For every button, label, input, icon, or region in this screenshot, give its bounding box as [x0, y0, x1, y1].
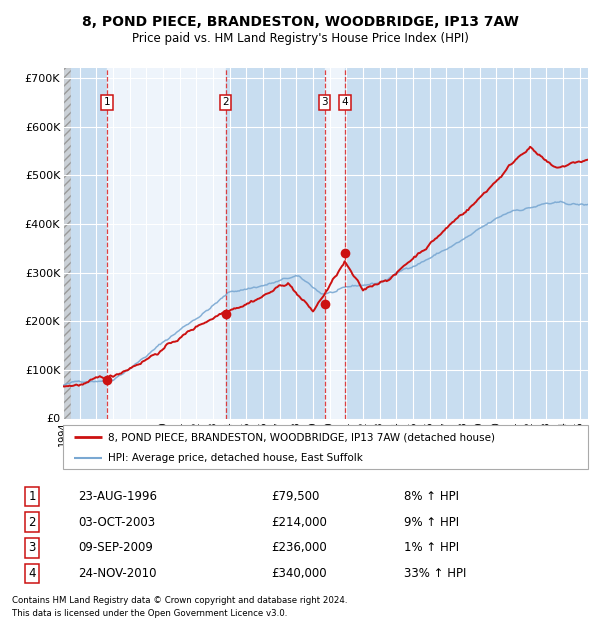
Text: 9% ↑ HPI: 9% ↑ HPI: [404, 516, 459, 529]
Bar: [63, 68, 71, 418]
Bar: [63, 68, 71, 418]
Text: Price paid vs. HM Land Registry's House Price Index (HPI): Price paid vs. HM Land Registry's House …: [131, 32, 469, 45]
FancyBboxPatch shape: [63, 425, 588, 469]
Text: 8% ↑ HPI: 8% ↑ HPI: [404, 490, 458, 503]
Bar: [226, 68, 325, 418]
Text: 33% ↑ HPI: 33% ↑ HPI: [404, 567, 466, 580]
Text: £236,000: £236,000: [271, 541, 327, 554]
Text: 09-SEP-2009: 09-SEP-2009: [78, 541, 153, 554]
Text: 8, POND PIECE, BRANDESTON, WOODBRIDGE, IP13 7AW: 8, POND PIECE, BRANDESTON, WOODBRIDGE, I…: [82, 16, 518, 30]
Text: 3: 3: [28, 541, 36, 554]
Text: 24-NOV-2010: 24-NOV-2010: [78, 567, 157, 580]
Text: HPI: Average price, detached house, East Suffolk: HPI: Average price, detached house, East…: [107, 453, 362, 463]
Bar: [107, 68, 226, 418]
Text: Contains HM Land Registry data © Crown copyright and database right 2024.: Contains HM Land Registry data © Crown c…: [12, 596, 347, 606]
Text: 4: 4: [28, 567, 36, 580]
Text: 23-AUG-1996: 23-AUG-1996: [78, 490, 157, 503]
Text: 03-OCT-2003: 03-OCT-2003: [78, 516, 155, 529]
Text: This data is licensed under the Open Government Licence v3.0.: This data is licensed under the Open Gov…: [12, 609, 287, 618]
Text: 1: 1: [104, 97, 110, 107]
Text: £79,500: £79,500: [271, 490, 320, 503]
Text: 3: 3: [321, 97, 328, 107]
Text: 4: 4: [341, 97, 348, 107]
Bar: [344, 68, 588, 418]
Text: 2: 2: [222, 97, 229, 107]
Text: £340,000: £340,000: [271, 567, 327, 580]
Bar: [325, 68, 344, 418]
Text: £214,000: £214,000: [271, 516, 327, 529]
Text: 8, POND PIECE, BRANDESTON, WOODBRIDGE, IP13 7AW (detached house): 8, POND PIECE, BRANDESTON, WOODBRIDGE, I…: [107, 432, 494, 442]
Text: 1: 1: [28, 490, 36, 503]
Bar: [71, 68, 107, 418]
Text: 2: 2: [28, 516, 36, 529]
Text: 1% ↑ HPI: 1% ↑ HPI: [404, 541, 459, 554]
